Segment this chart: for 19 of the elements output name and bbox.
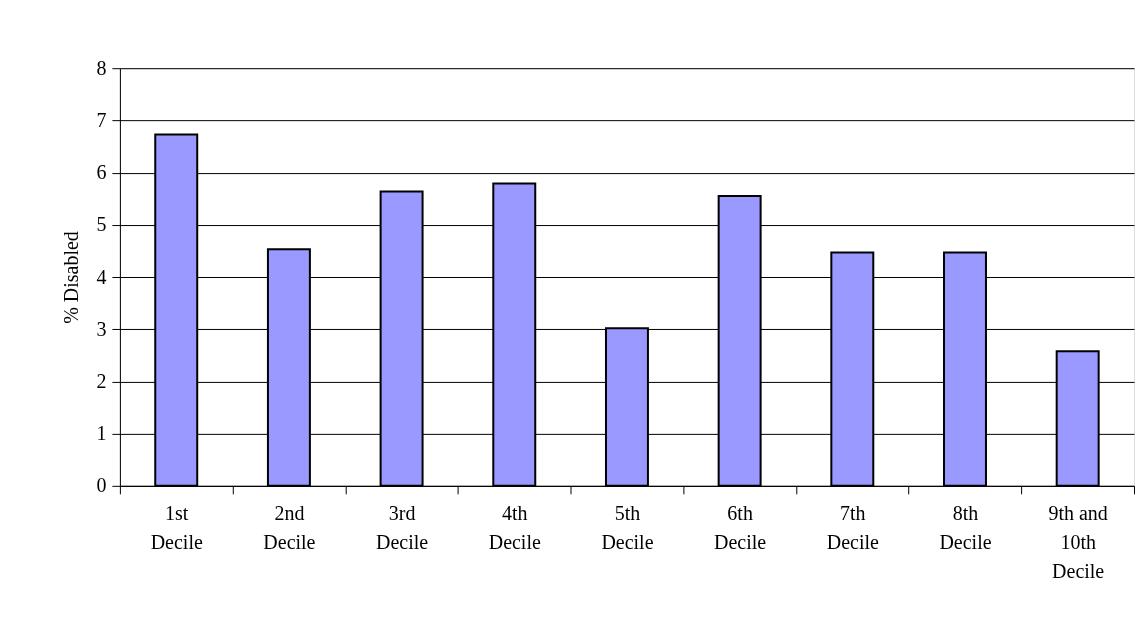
- x-tick-label: 5th Decile: [601, 502, 654, 554]
- x-tick-label: 2nd Decile: [263, 502, 316, 554]
- y-tick-label: 7: [96, 108, 107, 131]
- x-tick-label: 6th Decile: [714, 502, 767, 554]
- x-tick-label: 1st Decile: [150, 502, 203, 554]
- y-tick-label: 2: [96, 369, 107, 392]
- y-tick-label: 5: [96, 213, 107, 236]
- x-tick-label: 4th Decile: [488, 502, 541, 554]
- x-tick-label: 9th and 10th Decile: [1048, 502, 1108, 583]
- y-axis-title: % Disabled: [60, 231, 83, 324]
- y-tick-label: 6: [96, 161, 107, 184]
- y-tick-label: 8: [96, 56, 107, 79]
- y-tick-label: 1: [96, 422, 107, 445]
- y-tick-label: 4: [96, 265, 107, 288]
- y-tick-label: 0: [96, 474, 107, 497]
- x-tick-label: 7th Decile: [826, 502, 879, 554]
- y-tick-label: 3: [96, 317, 107, 340]
- x-tick-label: 3rd Decile: [376, 502, 429, 554]
- x-tick-label: 8th Decile: [939, 502, 992, 554]
